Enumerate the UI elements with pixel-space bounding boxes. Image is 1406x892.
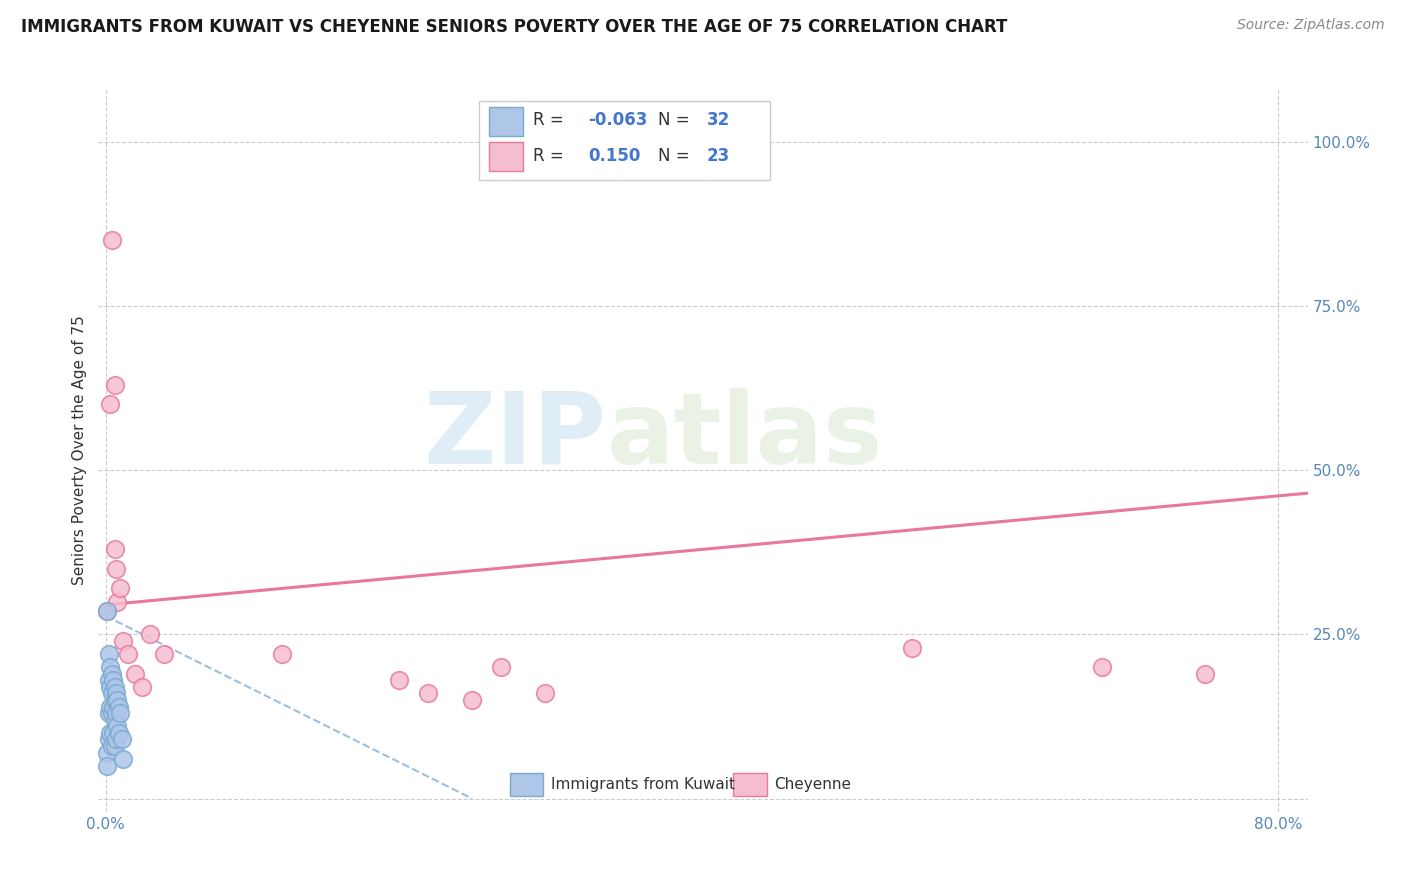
FancyBboxPatch shape <box>479 102 769 179</box>
Text: 0.150: 0.150 <box>588 146 641 165</box>
Text: R =: R = <box>533 112 564 129</box>
Point <box>112 634 135 648</box>
Point <box>112 752 135 766</box>
Point <box>98 726 121 740</box>
Point <box>901 640 924 655</box>
Point <box>100 686 122 700</box>
Point <box>110 582 132 596</box>
Point <box>101 699 124 714</box>
Point <box>97 647 120 661</box>
Text: N =: N = <box>658 146 690 165</box>
Point <box>270 647 292 661</box>
Point <box>100 666 122 681</box>
Point <box>98 660 121 674</box>
Text: Cheyenne: Cheyenne <box>775 777 852 792</box>
Point <box>105 562 128 576</box>
Point <box>105 732 128 747</box>
Text: ZIP: ZIP <box>423 387 606 484</box>
Text: -0.063: -0.063 <box>588 112 648 129</box>
Point <box>97 706 120 721</box>
Point <box>96 758 118 772</box>
Point <box>101 673 124 688</box>
Point <box>110 706 132 721</box>
Point <box>124 666 146 681</box>
Point <box>96 746 118 760</box>
Point <box>111 732 134 747</box>
Text: Source: ZipAtlas.com: Source: ZipAtlas.com <box>1237 18 1385 32</box>
Point <box>131 680 153 694</box>
Text: N =: N = <box>658 112 690 129</box>
Point <box>100 233 122 247</box>
Point <box>103 713 125 727</box>
Point <box>1194 666 1216 681</box>
FancyBboxPatch shape <box>509 772 543 796</box>
Point <box>98 680 121 694</box>
Text: 32: 32 <box>707 112 730 129</box>
Point <box>97 732 120 747</box>
Point <box>117 647 139 661</box>
Point <box>103 680 125 694</box>
Text: atlas: atlas <box>606 387 883 484</box>
Point <box>108 699 131 714</box>
Text: IMMIGRANTS FROM KUWAIT VS CHEYENNE SENIORS POVERTY OVER THE AGE OF 75 CORRELATIO: IMMIGRANTS FROM KUWAIT VS CHEYENNE SENIO… <box>21 18 1008 36</box>
Point <box>98 397 121 411</box>
Point <box>105 686 128 700</box>
Point <box>105 706 128 721</box>
Point <box>103 377 125 392</box>
FancyBboxPatch shape <box>489 107 523 136</box>
Point <box>103 693 125 707</box>
Point <box>388 673 411 688</box>
Point <box>103 541 125 556</box>
Point <box>100 706 122 721</box>
Point <box>153 647 176 661</box>
Text: Immigrants from Kuwait: Immigrants from Kuwait <box>551 777 735 792</box>
Point <box>108 726 131 740</box>
Point <box>1091 660 1114 674</box>
Point <box>107 594 129 608</box>
Point <box>461 693 484 707</box>
Point <box>107 693 129 707</box>
Point <box>97 673 120 688</box>
FancyBboxPatch shape <box>734 772 768 796</box>
Point <box>100 739 122 753</box>
Point <box>138 627 160 641</box>
Y-axis label: Seniors Poverty Over the Age of 75: Seniors Poverty Over the Age of 75 <box>72 316 87 585</box>
Point <box>98 699 121 714</box>
Point <box>101 726 124 740</box>
Point <box>103 739 125 753</box>
Point <box>107 719 129 733</box>
Point <box>491 660 513 674</box>
FancyBboxPatch shape <box>489 142 523 171</box>
Point <box>418 686 440 700</box>
Point <box>534 686 557 700</box>
Text: 23: 23 <box>707 146 730 165</box>
Text: R =: R = <box>533 146 564 165</box>
Point <box>96 604 118 618</box>
Point <box>96 604 118 618</box>
